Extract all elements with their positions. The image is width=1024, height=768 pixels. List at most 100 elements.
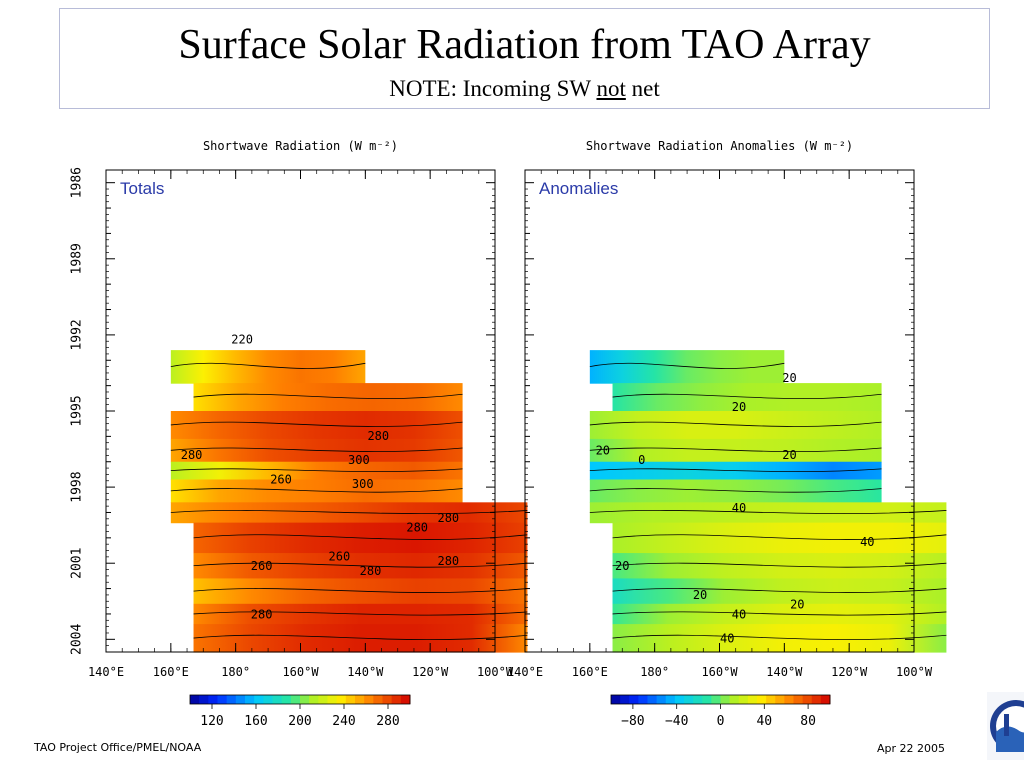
contour-label: 20 (790, 598, 804, 612)
y-tick-label: 2001 (70, 548, 85, 579)
footer-credit: TAO Project Office/PMEL/NOAA (34, 741, 202, 754)
contour-label: 260 (251, 559, 273, 573)
note-prefix: NOTE: Incoming SW (389, 76, 597, 101)
colorbar-swatch (373, 695, 383, 704)
colorbar-swatch (811, 695, 822, 704)
colorbar-swatch (245, 695, 255, 704)
colorbar-swatch (300, 695, 310, 704)
contour-label: 40 (720, 631, 734, 645)
x-tick-label: 140°W (347, 665, 384, 679)
contour-label: 300 (348, 453, 370, 467)
contour-label: 20 (782, 371, 796, 385)
colorbar-swatch (327, 695, 338, 704)
colorbar-swatch (647, 695, 658, 704)
x-tick-label: 140°E (88, 665, 124, 679)
y-tick-label: 1986 (70, 167, 85, 198)
colorbar-swatch (263, 695, 273, 704)
title-box: Surface Solar Radiation from TAO Array N… (59, 8, 990, 109)
panel-label: Anomalies (539, 179, 618, 198)
contour-label: 20 (596, 443, 610, 457)
contour-label: 280 (251, 607, 273, 621)
y-tick-label: 1992 (70, 319, 85, 350)
colorbar-tick-label: 0 (717, 714, 725, 729)
x-axis: 140°E 160°E 180° 160°W 140°W 120°W 100°W (88, 170, 514, 679)
contour-line (170, 510, 528, 515)
contour-label: 0 (638, 453, 645, 467)
colorbar-swatch (747, 695, 758, 704)
contour-label: 260 (329, 549, 351, 563)
note-emphasis: not (596, 76, 626, 101)
panel-title: Shortwave Radiation (W m⁻²) (203, 139, 398, 153)
colorbar-swatch (775, 695, 785, 704)
colorbar-swatch (336, 695, 347, 704)
note-suffix: net (625, 76, 660, 101)
contour-label: 20 (782, 448, 796, 462)
contour-line (589, 362, 785, 369)
colorbar-swatch (711, 695, 721, 704)
contour-line (612, 634, 947, 641)
colorbar-swatch (793, 695, 804, 704)
colorbar-swatch (720, 695, 731, 704)
colorbar-swatch (620, 695, 630, 704)
x-tick-label: 160°E (153, 665, 189, 679)
x-tick-label: 160°W (282, 665, 319, 679)
colorbar-swatch (254, 695, 264, 704)
colorbar-tick-label: 80 (800, 714, 816, 729)
contour-label: 280 (437, 511, 459, 525)
colorbar-swatch (674, 695, 685, 704)
y-axis: 1986 1989 1992 1995 1998 2001 2004 (70, 167, 495, 655)
footer-date: Apr 22 2005 (877, 742, 946, 755)
colorbar-swatch (290, 695, 301, 704)
colorbar-swatch (382, 695, 393, 704)
contour-label: 220 (231, 333, 253, 347)
data-field (170, 350, 528, 653)
x-tick-label: 100°W (896, 665, 933, 679)
x-tick-label: 100°W (477, 665, 514, 679)
y-tick-label: 2004 (70, 623, 85, 654)
colorbar-tick-label: −40 (665, 714, 688, 729)
contour-label: 280 (406, 521, 428, 535)
colorbar-swatch (199, 695, 209, 704)
contour-label: 280 (367, 429, 389, 443)
contour-line (612, 562, 947, 568)
x-tick-label: 160°W (701, 665, 738, 679)
colorbar-swatch (190, 695, 200, 704)
colorbar-swatch (629, 695, 639, 704)
colorbar-swatch (611, 695, 621, 704)
colorbar-swatch (226, 695, 237, 704)
colorbar-swatch (665, 695, 676, 704)
x-tick-label: 180° (640, 665, 669, 679)
colorbar-swatch (702, 695, 712, 704)
y-tick-label: 1995 (70, 395, 85, 426)
colorbar-swatch (729, 695, 740, 704)
contour-line (589, 510, 947, 515)
contour-line (193, 634, 528, 641)
slide-note: NOTE: Incoming SW not net (60, 75, 989, 103)
contour-line (193, 588, 528, 593)
x-axis: 140°E 160°E 180° 160°W 140°W 120°W 100°W (507, 170, 933, 679)
panel-1: Shortwave Radiation Anomalies (W m⁻²) 20 2… (507, 139, 947, 729)
colorbar-swatch (802, 695, 813, 704)
colorbar-swatch (391, 695, 402, 704)
contour-line (612, 534, 947, 540)
y-axis (525, 182, 914, 647)
contour-line (612, 393, 882, 399)
colorbar-swatch (345, 695, 356, 704)
colorbar-tick-label: −80 (621, 714, 644, 729)
colorbar-swatch (738, 695, 749, 704)
colorbar-swatch (309, 695, 319, 704)
colorbar-swatch (784, 695, 794, 704)
x-tick-label: 160°E (572, 665, 608, 679)
contour-line (170, 421, 463, 427)
slide-title: Surface Solar Radiation from TAO Array (178, 22, 871, 68)
contour-line (589, 468, 882, 473)
colorbar-tick-label: 200 (288, 714, 311, 729)
colorbar-swatch (208, 695, 218, 704)
panel-title: Shortwave Radiation Anomalies (W m⁻²) (586, 139, 853, 153)
contour-line (612, 588, 947, 593)
contour-line (612, 611, 947, 616)
x-tick-label: 140°W (766, 665, 803, 679)
colorbar-swatch (766, 695, 776, 704)
contour-line (170, 488, 463, 493)
